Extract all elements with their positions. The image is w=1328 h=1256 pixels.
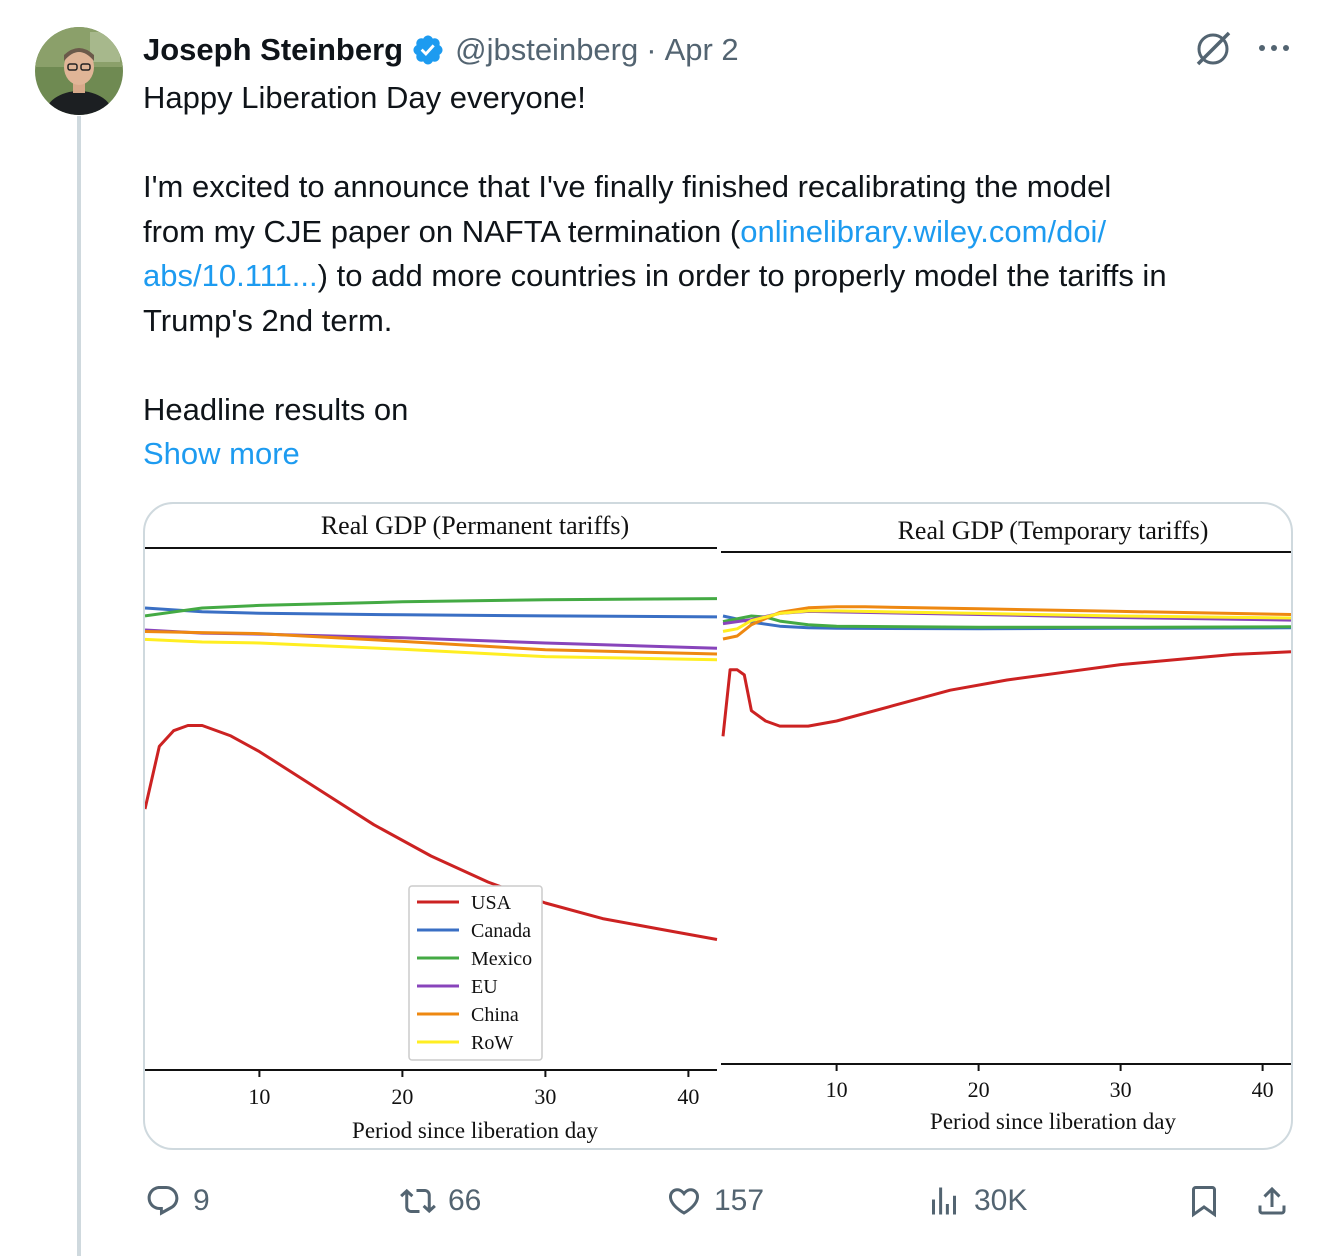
like-count: 157 [714, 1184, 765, 1217]
share-button[interactable] [1254, 1176, 1290, 1226]
reply-count: 9 [193, 1184, 210, 1217]
separator-dot: · [646, 32, 657, 67]
post-text: Happy Liberation Day everyone! I'm excit… [143, 76, 1293, 432]
verified-badge-icon[interactable] [411, 33, 445, 67]
action-bar: 9 66 157 30K [0, 1176, 1328, 1226]
post-line-3: Headline results on [143, 391, 409, 427]
post-line-2b: from my CJE paper on NAFTA termination ( [143, 213, 741, 249]
show-more-link[interactable]: Show more [143, 436, 300, 471]
paper-link-part-2[interactable]: abs/10.111... [143, 258, 318, 293]
x-tick-label-right-30: 30 [1110, 1077, 1132, 1102]
repost-count: 66 [448, 1184, 482, 1217]
series-line-left-mexico [145, 597, 718, 618]
author-handle[interactable]: @jbsteinberg [455, 32, 639, 67]
bookmark-button[interactable] [1186, 1176, 1222, 1226]
chart-right-title: Real GDP (Temporary tariffs) [898, 516, 1209, 545]
x-tick-label-left-30: 30 [534, 1084, 556, 1109]
views-button[interactable]: 30K [926, 1176, 1027, 1226]
x-tick-label-right-10: 10 [826, 1077, 848, 1102]
heart-icon [668, 1188, 700, 1215]
series-line-left-canada [145, 606, 718, 619]
x-tick-label-left-40: 40 [677, 1084, 699, 1109]
legend-label-row: RoW [471, 1032, 513, 1054]
legend-label-mexico: Mexico [471, 948, 532, 970]
chart-legend: USA Canada Mexico EU China RoW [408, 885, 543, 1061]
legend-label-eu: EU [471, 976, 498, 998]
x-tick-label-right-40: 40 [1252, 1077, 1274, 1102]
series-line-left-usa [145, 724, 718, 941]
series-line-right-usa [721, 650, 1291, 737]
series-line-left-row [145, 637, 718, 662]
series-line-left-china [145, 630, 718, 656]
chart-left-title: Real GDP (Permanent tariffs) [321, 511, 629, 540]
avatar[interactable] [35, 27, 123, 115]
thread-line [77, 116, 81, 1256]
grok-icon[interactable] [1192, 28, 1234, 70]
x-tick-label-right-20: 20 [968, 1077, 990, 1102]
series-line-right-china [722, 605, 1291, 641]
reply-icon [147, 1186, 179, 1216]
repost-icon [400, 1188, 436, 1214]
post-line-1: Happy Liberation Day everyone! [143, 80, 586, 115]
legend-label-usa: USA [471, 892, 512, 914]
post-media[interactable]: Real GDP (Permanent tariffs) Period sinc… [143, 502, 1293, 1150]
share-icon [1258, 1186, 1286, 1215]
legend-label-canada: Canada [471, 920, 531, 942]
series-line-right-mexico [722, 614, 1291, 629]
post-header: Joseph Steinberg @jbsteinberg · Apr 2 [143, 26, 739, 74]
x-tick-label-left-20: 20 [391, 1084, 413, 1109]
reply-button[interactable]: 9 [145, 1176, 210, 1226]
paper-link-part-1[interactable]: onlinelibrary.wiley.com/doi/ [740, 213, 1107, 249]
like-button[interactable]: 157 [666, 1176, 764, 1226]
post-line-2a: I'm excited to announce that I've finall… [143, 169, 1112, 204]
post-date[interactable]: Apr 2 [664, 32, 739, 67]
chart-right-xlabel: Period since liberation day [930, 1109, 1176, 1134]
post-line-2d: Trump's 2nd term. [143, 302, 393, 338]
views-icon [932, 1187, 956, 1215]
chart-left-xlabel: Period since liberation day [352, 1118, 598, 1143]
more-options-icon[interactable] [1254, 28, 1294, 68]
series-line-right-row [722, 609, 1291, 633]
x-tick-label-left-10: 10 [248, 1084, 270, 1109]
author-name[interactable]: Joseph Steinberg [143, 32, 404, 67]
gdp-charts: Real GDP (Permanent tariffs) Period sinc… [145, 511, 1291, 1143]
views-count: 30K [974, 1184, 1028, 1217]
legend-label-china: China [471, 1004, 519, 1026]
post-line-2c: ) to add more countries in order to prop… [317, 258, 1167, 293]
repost-button[interactable]: 66 [400, 1176, 481, 1226]
bookmark-icon [1192, 1186, 1216, 1218]
